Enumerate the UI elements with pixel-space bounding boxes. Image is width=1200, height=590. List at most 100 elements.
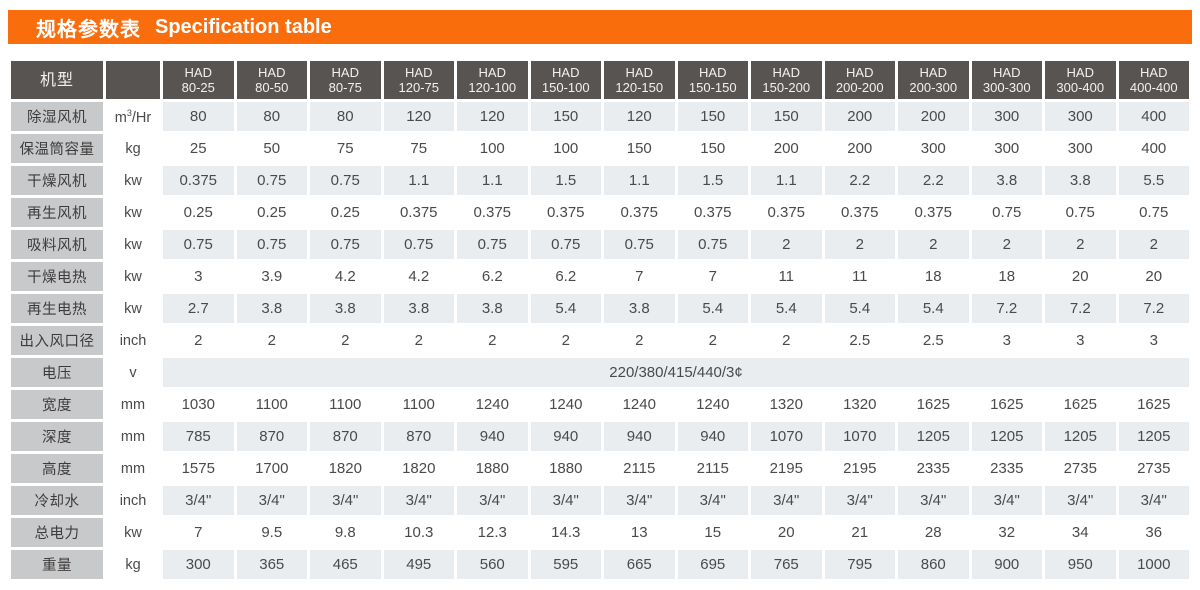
data-cell: 1240	[457, 390, 528, 419]
data-cell: 1320	[751, 390, 822, 419]
data-cell: 1320	[824, 390, 895, 419]
data-cell: 3/4"	[163, 486, 234, 515]
data-cell: 300	[971, 134, 1042, 163]
specification-table: 机型 HAD 80-25 HAD 80-50 HAD 80-75 HAD 120-75 HAD 12…	[8, 58, 1192, 582]
data-cell: 11	[751, 262, 822, 291]
row-label: 高度	[11, 454, 103, 483]
data-cell: 0.75	[163, 230, 234, 259]
data-cell: 5.4	[898, 294, 969, 323]
unit-cell: kw	[106, 230, 160, 259]
model-header-150-150: HAD 150-150	[677, 61, 748, 99]
data-cell: 0.75	[236, 166, 307, 195]
data-cell: 400	[1118, 134, 1189, 163]
data-cell: 5.4	[530, 294, 601, 323]
data-cell: 0.25	[236, 198, 307, 227]
row-label: 保温筒容量	[11, 134, 103, 163]
model-header-120-75: HAD 120-75	[383, 61, 454, 99]
model-header-300-300: HAD 300-300	[971, 61, 1042, 99]
data-cell: 2	[1045, 230, 1116, 259]
data-cell: 5.4	[751, 294, 822, 323]
table-header: 机型 HAD 80-25 HAD 80-50 HAD 80-75 HAD 120-75 HAD 12…	[11, 61, 1189, 99]
data-cell: 3/4"	[310, 486, 381, 515]
unit-cell: kg	[106, 550, 160, 579]
unit-cell: kw	[106, 262, 160, 291]
data-cell: 2	[236, 326, 307, 355]
data-cell: 3.8	[1045, 166, 1116, 195]
row-label: 宽度	[11, 390, 103, 419]
row-label: 总电力	[11, 518, 103, 547]
data-cell: 10.3	[383, 518, 454, 547]
model-header-150-100: HAD 150-100	[530, 61, 601, 99]
unit-cell: m3/Hr	[106, 102, 160, 131]
data-cell: 495	[383, 550, 454, 579]
data-cell: 150	[751, 102, 822, 131]
data-cell: 3	[971, 326, 1042, 355]
page-title-zh: 规格参数表	[36, 18, 141, 41]
data-cell: 7.2	[1118, 294, 1189, 323]
data-cell: 3.9	[236, 262, 307, 291]
data-cell: 6.2	[530, 262, 601, 291]
data-cell: 0.375	[898, 198, 969, 227]
data-cell: 765	[751, 550, 822, 579]
unit-header-cell	[106, 61, 160, 99]
unit-cell: mm	[106, 454, 160, 483]
data-cell: 3.8	[236, 294, 307, 323]
data-cell: 1240	[677, 390, 748, 419]
data-cell: 0.375	[604, 198, 675, 227]
data-cell: 2.2	[898, 166, 969, 195]
data-cell: 75	[383, 134, 454, 163]
data-cell: 32	[971, 518, 1042, 547]
data-cell: 2	[898, 230, 969, 259]
data-cell: 400	[1118, 102, 1189, 131]
data-cell: 0.75	[971, 198, 1042, 227]
data-cell: 120	[383, 102, 454, 131]
data-cell: 21	[824, 518, 895, 547]
data-cell: 1100	[236, 390, 307, 419]
data-cell: 14.3	[530, 518, 601, 547]
data-cell: 7.2	[971, 294, 1042, 323]
row-label: 再生风机	[11, 198, 103, 227]
table-body: 除湿风机 m3/Hr 80 80 80 120 120 150 120 150 150 200 200 3…	[11, 102, 1189, 579]
data-cell: 0.75	[236, 230, 307, 259]
data-cell: 18	[971, 262, 1042, 291]
data-cell: 0.375	[163, 166, 234, 195]
data-cell: 1.1	[383, 166, 454, 195]
data-cell: 1.1	[457, 166, 528, 195]
data-cell: 3/4"	[383, 486, 454, 515]
data-cell: 7	[677, 262, 748, 291]
data-cell: 7	[163, 518, 234, 547]
table-row-5: 干燥电热 kw 3 3.9 4.2 4.2 6.2 6.2 7 7 11 11 18 18 20 20	[11, 262, 1189, 291]
data-cell: 2.5	[824, 326, 895, 355]
data-cell: 5.4	[677, 294, 748, 323]
data-cell: 0.375	[457, 198, 528, 227]
data-cell: 2	[383, 326, 454, 355]
data-cell: 3/4"	[1045, 486, 1116, 515]
data-cell: 0.75	[530, 230, 601, 259]
data-cell: 3/4"	[604, 486, 675, 515]
merged-value-cell: 220/380/415/440/3¢	[163, 358, 1189, 387]
data-cell: 1880	[457, 454, 528, 483]
table-row-4: 吸料风机 kw 0.75 0.75 0.75 0.75 0.75 0.75 0.75 0.75 2 2…	[11, 230, 1189, 259]
data-cell: 940	[530, 422, 601, 451]
data-cell: 1.5	[677, 166, 748, 195]
data-cell: 465	[310, 550, 381, 579]
data-cell: 18	[898, 262, 969, 291]
data-cell: 0.75	[1045, 198, 1116, 227]
row-label: 电压	[11, 358, 103, 387]
data-cell: 11	[824, 262, 895, 291]
data-cell: 25	[163, 134, 234, 163]
data-cell: 1625	[1045, 390, 1116, 419]
title-bar: 规格参数表 Specification table	[8, 10, 1192, 44]
table-row-14: 重量 kg 300 365 465 495 560 595 665 695 765 795 860 900…	[11, 550, 1189, 579]
data-cell: 0.25	[163, 198, 234, 227]
data-cell: 0.375	[677, 198, 748, 227]
data-cell: 200	[751, 134, 822, 163]
data-cell: 1.1	[604, 166, 675, 195]
table-row-9: 宽度 mm 1030 1100 1100 1100 1240 1240 1240 1240 1320…	[11, 390, 1189, 419]
data-cell: 2	[971, 230, 1042, 259]
data-cell: 2	[163, 326, 234, 355]
data-cell: 1205	[971, 422, 1042, 451]
data-cell: 595	[530, 550, 601, 579]
data-cell: 1.5	[530, 166, 601, 195]
